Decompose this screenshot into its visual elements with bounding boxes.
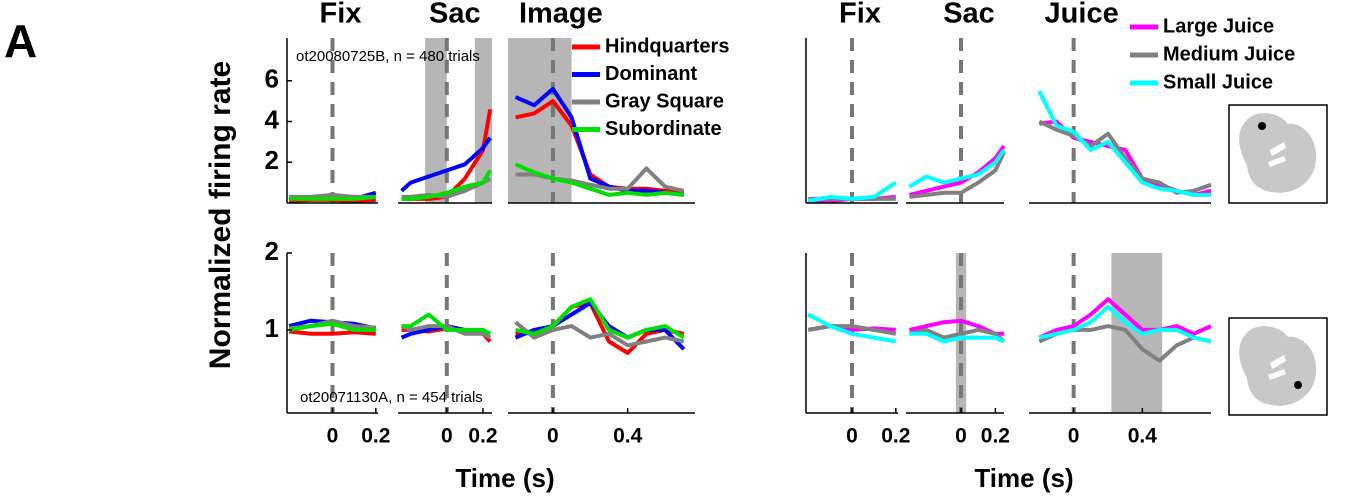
panel-title: Image bbox=[519, 0, 603, 30]
x-tick-label: 0.2 bbox=[881, 425, 910, 448]
y-axis-label: Normalized firing rate bbox=[204, 61, 237, 369]
annotation: ot20080725B, n = 480 trials bbox=[296, 48, 480, 65]
legend-label: Small Juice bbox=[1163, 71, 1273, 93]
series-line bbox=[908, 148, 1006, 189]
brain-outline bbox=[1239, 113, 1317, 193]
x-axis-label: Time (s) bbox=[974, 463, 1073, 493]
x-tick-label: 0.2 bbox=[981, 425, 1010, 448]
x-axis-label: Time (s) bbox=[455, 463, 554, 493]
series-line bbox=[909, 151, 1006, 199]
legend-label: Dominant bbox=[605, 63, 698, 85]
series-line bbox=[1038, 119, 1212, 195]
series-line bbox=[401, 169, 492, 201]
panel-title: Fix bbox=[320, 0, 362, 30]
series-line bbox=[514, 162, 685, 197]
series-line bbox=[288, 329, 376, 336]
x-tick-label: 0.4 bbox=[613, 425, 643, 448]
series-line bbox=[807, 324, 897, 336]
x-tick-label: 0.2 bbox=[468, 425, 497, 448]
recording-site bbox=[1294, 381, 1302, 389]
y-tick-label: 1 bbox=[265, 313, 279, 343]
series-line bbox=[400, 324, 492, 340]
significance-shade bbox=[474, 38, 492, 203]
panel-title: Sac bbox=[429, 0, 481, 30]
series-line bbox=[807, 312, 897, 344]
series-line bbox=[909, 331, 1005, 344]
series-line bbox=[288, 321, 376, 332]
x-tick-label: 0 bbox=[955, 425, 967, 448]
panel-label: A bbox=[4, 15, 37, 67]
y-tick-label: 2 bbox=[265, 145, 279, 175]
x-tick-label: 0 bbox=[547, 425, 559, 448]
series-line bbox=[515, 297, 685, 340]
legend-label: Gray Square bbox=[605, 90, 724, 112]
series-line bbox=[1038, 304, 1212, 344]
series-line bbox=[289, 194, 376, 201]
y-tick-label: 2 bbox=[265, 236, 279, 266]
recording-site bbox=[1258, 122, 1266, 130]
y-tick-label: 6 bbox=[265, 64, 279, 94]
inset-top bbox=[1228, 104, 1328, 204]
brain-detail bbox=[1268, 142, 1286, 167]
x-tick-label: 0.2 bbox=[361, 425, 390, 448]
annotation: ot20071130A, n = 454 trials bbox=[300, 389, 483, 406]
panel-title: Juice bbox=[1045, 0, 1119, 30]
series-line bbox=[908, 327, 1006, 343]
y-tick-label: 4 bbox=[265, 104, 280, 134]
series-line bbox=[807, 180, 897, 203]
x-tick-label: 0 bbox=[1068, 425, 1080, 448]
inset-bottom bbox=[1228, 317, 1328, 416]
x-tick-label: 0 bbox=[846, 425, 858, 448]
series-line bbox=[1038, 297, 1212, 340]
legend-label: Medium Juice bbox=[1163, 43, 1295, 65]
series-line bbox=[514, 320, 685, 348]
panel-title: Sac bbox=[943, 0, 995, 30]
series-line bbox=[514, 86, 685, 197]
panel-title: Fix bbox=[839, 0, 881, 30]
brain-detail bbox=[1268, 355, 1286, 380]
series-line bbox=[401, 312, 492, 336]
legend-label: Large Juice bbox=[1163, 15, 1274, 37]
x-tick-label: 0.4 bbox=[1128, 425, 1158, 448]
series-line bbox=[400, 136, 492, 193]
x-tick-label: 0 bbox=[441, 425, 453, 448]
legend-label: Subordinate bbox=[605, 118, 722, 140]
legend-label: Hindquarters bbox=[605, 35, 729, 57]
x-tick-label: 0 bbox=[327, 425, 339, 448]
significance-shade bbox=[425, 38, 447, 203]
series-line bbox=[1037, 90, 1211, 197]
series-line bbox=[908, 144, 1006, 197]
